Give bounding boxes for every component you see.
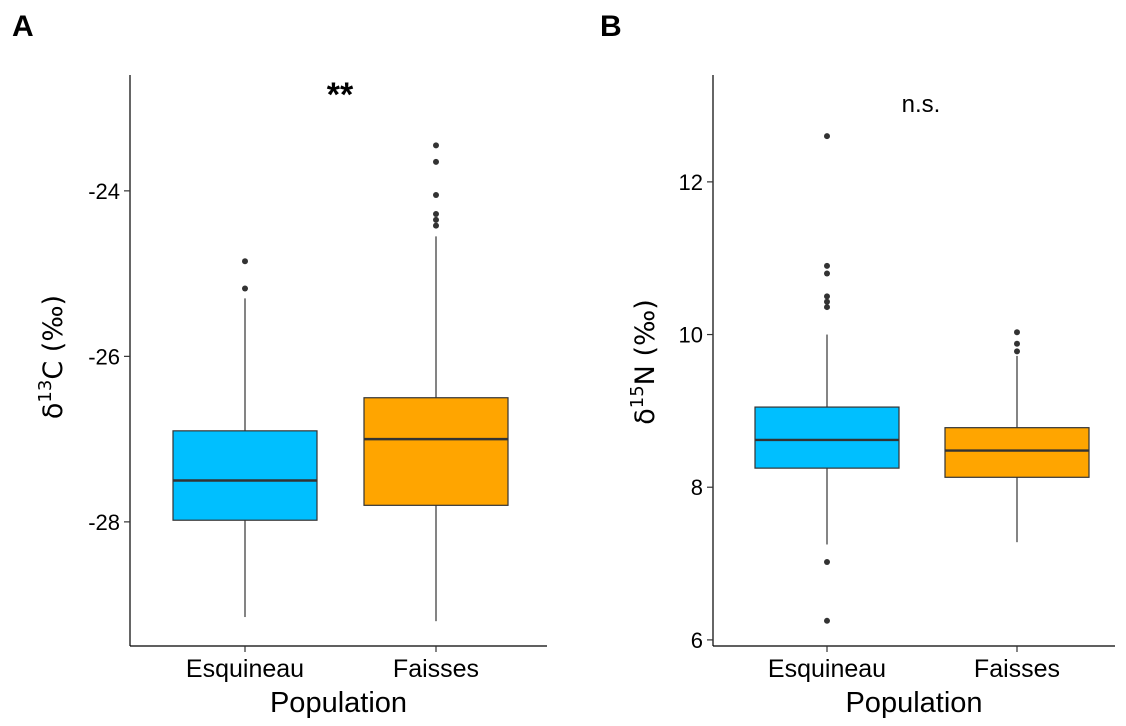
y-tick-label: 10	[679, 323, 703, 348]
y-axis-title-element: N	[630, 365, 661, 385]
outlier-point	[433, 222, 439, 229]
y-axis-title-symbol: δ	[630, 408, 661, 425]
y-tick-label: 12	[679, 170, 703, 195]
outlier-point	[433, 211, 439, 218]
y-axis-title-element: C	[38, 361, 69, 380]
outlier-point	[824, 298, 830, 305]
y-axis-title-unit: (‰)	[38, 295, 69, 361]
iqr-box	[944, 427, 1090, 478]
outlier-point	[433, 216, 439, 223]
outlier-point	[242, 285, 248, 292]
y-tick-label: -24	[88, 179, 120, 204]
outlier-point	[824, 270, 830, 277]
iqr-box	[363, 397, 509, 506]
y-tick-label: 8	[691, 475, 703, 500]
outlier-point	[1014, 329, 1020, 336]
box-esquineau	[172, 258, 318, 618]
box-faisses	[363, 142, 509, 622]
x-axis-title: Population	[270, 687, 407, 719]
box-esquineau	[754, 133, 900, 624]
significance-label: n.s.	[902, 91, 941, 118]
outlier-point	[433, 142, 439, 149]
iqr-box	[172, 430, 318, 521]
outlier-point	[824, 293, 830, 300]
x-tick-label: Faisses	[974, 655, 1060, 683]
outlier-point	[1014, 348, 1020, 355]
panel-b: B 6 8 10 12 Esquineau Faisses n.s. Population δ15…	[600, 10, 1115, 719]
panel-a: A -28 -26 -24 Esquineau Faisses ** Population δ1…	[12, 10, 547, 719]
y-axis-title-symbol: δ	[38, 403, 69, 420]
y-tick-label: -28	[88, 510, 120, 535]
outlier-point	[1014, 340, 1020, 347]
y-tick-label: -26	[88, 344, 120, 369]
x-tick-label: Faisses	[393, 655, 479, 683]
x-tick-label: Esquineau	[768, 655, 886, 683]
outlier-point	[824, 559, 830, 566]
y-axis-title: δ15N (‰)	[627, 299, 661, 425]
outlier-point	[824, 617, 830, 624]
outlier-point	[824, 262, 830, 269]
panel-label: A	[12, 10, 34, 43]
outlier-point	[242, 258, 248, 265]
y-axis-title-unit: (‰)	[630, 299, 661, 365]
outlier-point	[433, 191, 439, 198]
outlier-point	[824, 133, 830, 140]
x-tick-label: Esquineau	[186, 655, 304, 683]
y-axis-title-isotope: 15	[627, 385, 648, 408]
outlier-point	[824, 304, 830, 311]
iqr-box	[754, 406, 900, 469]
y-axis-title-isotope: 13	[35, 380, 56, 403]
y-tick-label: 6	[691, 628, 703, 653]
panel-label: B	[600, 10, 622, 43]
significance-label: **	[327, 76, 354, 114]
outlier-point	[433, 158, 439, 165]
x-axis-title: Population	[845, 687, 982, 719]
box-faisses	[944, 329, 1090, 543]
y-axis-title: δ13C (‰)	[35, 295, 69, 419]
